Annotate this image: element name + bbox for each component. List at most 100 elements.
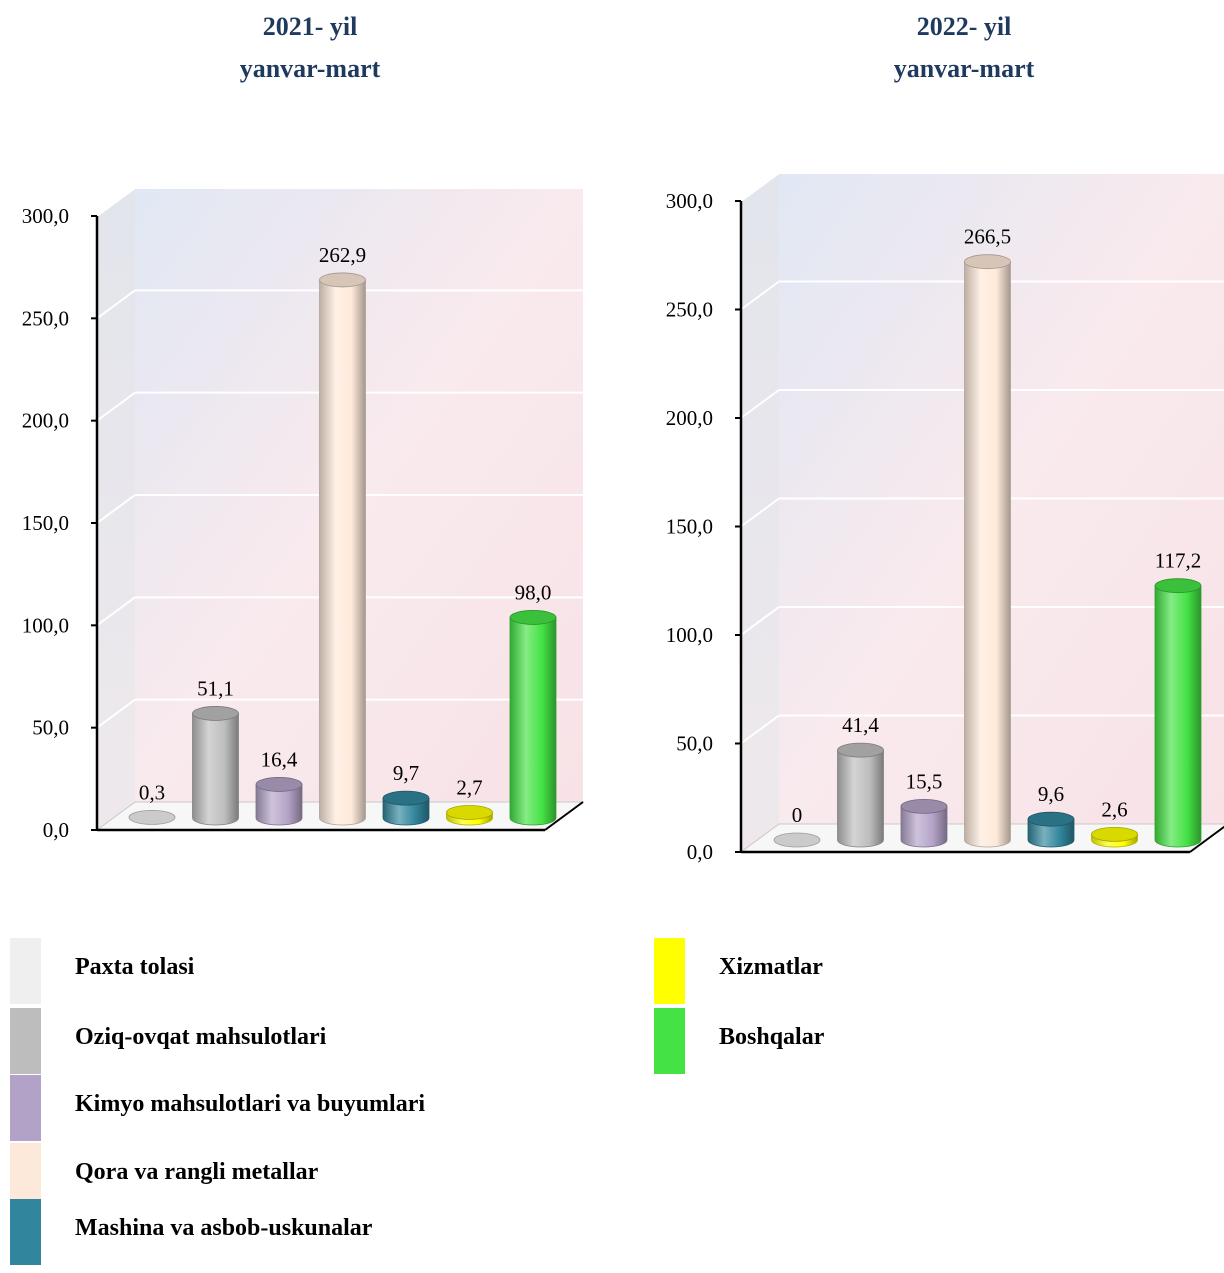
data-label-paxta-tolasi: 0,3: [139, 780, 165, 804]
chart-2021: 0,0 50,0 100,0 150,0 200,0 250,0 300,0 0,3 51,1 1…: [22, 187, 585, 842]
y-tick-label: 250,0: [22, 306, 69, 330]
bar-body: [255, 784, 303, 826]
y-tick-label: 100,0: [666, 623, 713, 647]
data-label-boshqalar: 117,2: [1155, 549, 1201, 573]
y-tick-label: 50,0: [676, 732, 713, 756]
bar-boshqalar: [1154, 578, 1202, 848]
bar-top: [837, 742, 884, 758]
chart-title-2022-line1: 2022- yil: [916, 12, 1012, 41]
legend-swatch-kimyo: [10, 1075, 41, 1141]
bar-body: [964, 261, 1011, 848]
x-axis-depth: [1189, 825, 1224, 853]
gridline-side: [740, 172, 780, 202]
bar-kimyo-mahsulotlari-va-buyumlari: [255, 777, 303, 826]
gridline-side: [740, 606, 780, 636]
bar-top: [964, 254, 1011, 270]
bar-mashina-va-asbob-uskunalar: [382, 790, 430, 826]
chart-title-2021-line1: 2021- yil: [262, 12, 358, 41]
bar-top: [900, 798, 948, 814]
data-label-kimyo-mahsulotlari-va-buyumlari: 15,5: [906, 769, 943, 793]
bar-top: [128, 809, 176, 825]
gridline-side: [96, 187, 136, 217]
bar-body: [382, 797, 430, 826]
legend-swatch-paxta-tolasi: [10, 938, 41, 1004]
bar-body: [837, 749, 884, 848]
y-tick-label: 100,0: [22, 613, 69, 637]
data-label-kimyo-mahsulotlari-va-buyumlari: 16,4: [261, 747, 298, 771]
legend-swatch-xizmatlar: [654, 938, 685, 1004]
bar-mashina-va-asbob-uskunalar: [1027, 811, 1075, 848]
bar-qora-va-rangli-metallar: [964, 254, 1011, 848]
data-label-mashina-va-asbob-uskunalar: 9,7: [393, 761, 419, 785]
chart-title-2021-line2: yanvar-mart: [239, 54, 381, 83]
chart-title-2022: 2022- yil yanvar-mart: [814, 6, 1114, 90]
legend-label-kimyo: Kimyo mahsulotlari va buyumlari: [75, 1091, 426, 1117]
gridline-side: [96, 391, 136, 422]
bar-top: [446, 805, 493, 820]
y-tick-label: 250,0: [666, 298, 713, 322]
bar-paxta-tolasi: [773, 832, 821, 848]
bar-top: [1154, 578, 1202, 594]
bar-oziq-ovqat-mahsulotlari: [192, 706, 239, 826]
legend-swatch-mashina: [10, 1199, 41, 1265]
gridline-side: [740, 497, 780, 528]
bar-boshqalar: [509, 610, 557, 826]
gridline-side: [740, 280, 780, 311]
y-tick-label: 200,0: [22, 409, 69, 433]
data-label-oziq-ovqat-mahsulotlari: 51,1: [197, 676, 234, 700]
bar-top: [1091, 826, 1138, 842]
gridline-side: [96, 698, 136, 729]
bar-top: [382, 790, 430, 806]
data-label-qora-va-rangli-metallar: 262,9: [319, 243, 366, 267]
bar-top: [319, 272, 366, 288]
bar-body: [1154, 585, 1202, 848]
legend-label-xizmatlar: Xizmatlar: [719, 954, 823, 980]
bar-kimyo-mahsulotlari-va-buyumlari: [900, 798, 948, 848]
bar-body: [319, 279, 366, 826]
legend-label-boshqalar: Boshqalar: [719, 1024, 825, 1050]
data-label-qora-va-rangli-metallar: 266,5: [964, 225, 1011, 249]
legend-label-paxta-tolasi: Paxta tolasi: [75, 954, 195, 980]
chart-title-2022-line2: yanvar-mart: [893, 54, 1035, 83]
gridline-side: [96, 494, 136, 524]
bar-xizmatlar: [446, 805, 493, 826]
gridline-side: [740, 389, 780, 419]
bar-qora-va-rangli-metallar: [319, 272, 366, 826]
bar-body: [192, 713, 239, 826]
bar-xizmatlar: [1091, 826, 1138, 848]
y-tick-label: 0,0: [687, 840, 713, 864]
gridline-side: [96, 289, 136, 320]
legend-swatch-oziq-ovqat: [10, 1008, 41, 1074]
data-label-boshqalar: 98,0: [515, 580, 552, 604]
y-tick-label: 300,0: [666, 189, 713, 213]
bar-top: [509, 610, 557, 625]
legend-swatch-boshqalar: [654, 1008, 685, 1074]
chart-title-2021: 2021- yil yanvar-mart: [160, 6, 460, 90]
y-tick-label: 300,0: [22, 204, 69, 228]
y-tick-label: 50,0: [32, 716, 69, 740]
data-label-xizmatlar: 2,6: [1101, 797, 1127, 821]
data-label-oziq-ovqat-mahsulotlari: 41,4: [842, 713, 879, 737]
legend-label-oziq-ovqat: Oziq-ovqat mahsulotlari: [75, 1024, 327, 1050]
data-label-paxta-tolasi: 0: [792, 803, 803, 827]
legend-label-mashina: Mashina va asbob-uskunalar: [75, 1215, 373, 1241]
bar-top: [1027, 811, 1075, 827]
y-tick-label: 200,0: [666, 406, 713, 430]
chart-2022: 0,0 50,0 100,0 150,0 200,0 250,0 300,0 0 41,4 15,…: [666, 172, 1224, 864]
gridline-side: [740, 714, 780, 745]
legend-swatch-metallar: [10, 1143, 41, 1209]
bar-oziq-ovqat-mahsulotlari: [837, 742, 884, 848]
bar-body: [1027, 818, 1075, 848]
charts-canvas: 0,0 50,0 100,0 150,0 200,0 250,0 300,0 0,3 51,1 1…: [22, 172, 1224, 864]
bar-body: [900, 805, 948, 848]
bar-top: [192, 706, 239, 721]
y-tick-label: 150,0: [666, 515, 713, 539]
y-tick-label: 150,0: [22, 511, 69, 535]
y-tick-label: 0,0: [43, 818, 69, 842]
data-label-mashina-va-asbob-uskunalar: 9,6: [1038, 782, 1064, 806]
bar-top: [773, 832, 821, 848]
x-axis-depth: [544, 801, 584, 831]
bar-paxta-tolasi: [128, 809, 176, 825]
gridline-side: [96, 596, 136, 627]
legend-label-metallar: Qora va rangli metallar: [75, 1159, 319, 1185]
